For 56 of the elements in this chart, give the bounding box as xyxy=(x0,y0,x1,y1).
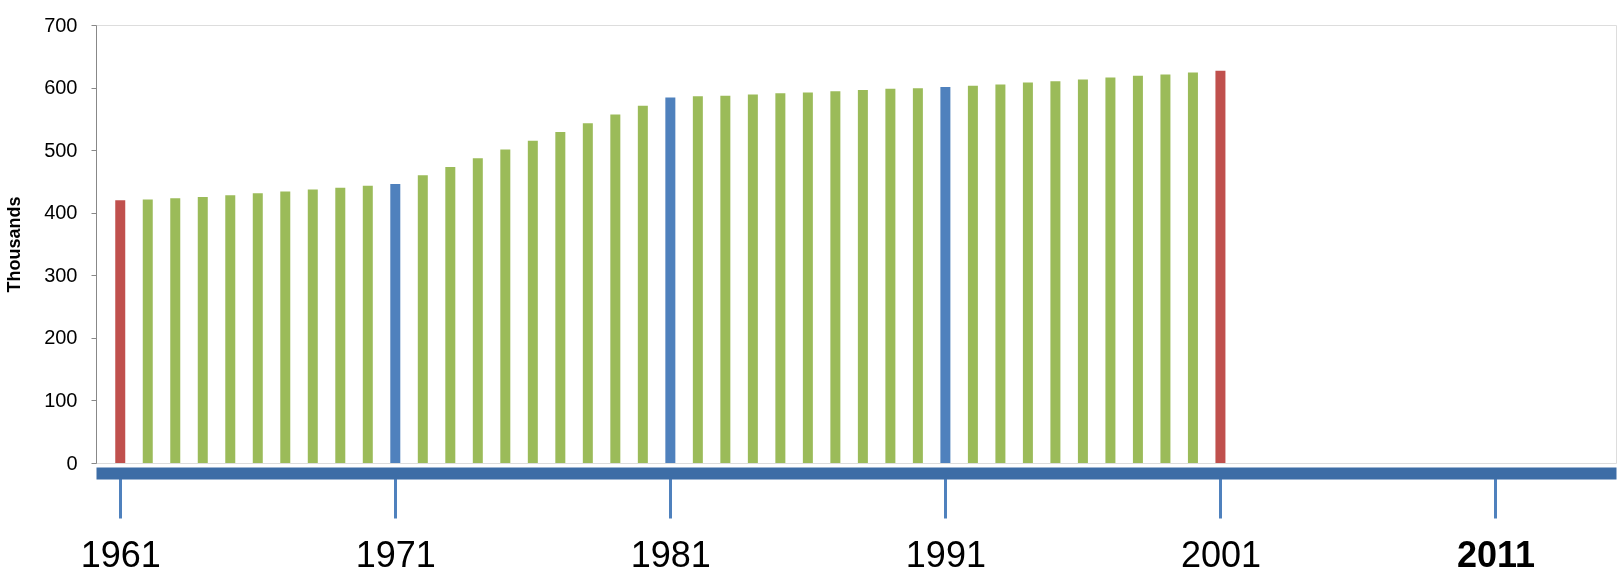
y-axis-title: Thousands xyxy=(4,196,25,293)
x-tick-label: 1991 xyxy=(905,533,986,575)
bar xyxy=(445,167,456,463)
bar xyxy=(857,90,868,463)
bar xyxy=(637,105,648,463)
bar xyxy=(747,94,758,463)
bar xyxy=(197,197,208,463)
bar xyxy=(665,97,676,463)
y-tick-label: 600 xyxy=(44,76,78,99)
bar xyxy=(582,123,593,463)
bar xyxy=(720,95,731,463)
bar xyxy=(335,187,346,463)
bar xyxy=(885,88,896,463)
x-tick-label: 2011 xyxy=(1456,533,1536,575)
y-tick-label: 500 xyxy=(44,138,78,161)
y-tick-label: 200 xyxy=(44,326,78,349)
bar xyxy=(280,191,291,463)
bar xyxy=(775,93,786,463)
bar xyxy=(142,199,153,463)
bar xyxy=(362,185,373,463)
bar xyxy=(830,91,841,463)
bar xyxy=(1022,82,1033,463)
y-tick-label: 0 xyxy=(66,451,78,474)
bar xyxy=(170,198,181,463)
bar xyxy=(1105,77,1116,463)
bar xyxy=(802,92,813,463)
bar xyxy=(1215,70,1226,463)
bar xyxy=(1160,74,1171,463)
bar xyxy=(610,114,621,463)
bar xyxy=(995,84,1006,463)
bar xyxy=(1077,79,1088,463)
bar xyxy=(390,183,401,463)
bar xyxy=(1050,81,1061,463)
x-tick-label: 1961 xyxy=(80,533,161,575)
x-tick-label: 2001 xyxy=(1180,533,1261,575)
bar xyxy=(307,189,318,463)
bar xyxy=(555,132,566,463)
y-tick-label: 400 xyxy=(44,201,78,224)
bar xyxy=(967,85,978,463)
bar xyxy=(912,88,923,463)
bar xyxy=(1187,72,1198,463)
bar xyxy=(225,195,236,463)
bar xyxy=(527,140,538,463)
bar xyxy=(417,175,428,463)
bar xyxy=(940,86,951,463)
bar xyxy=(115,200,126,463)
y-tick-label: 100 xyxy=(44,388,78,411)
bar xyxy=(252,193,263,463)
x-tick-label: 1971 xyxy=(355,533,436,575)
bar xyxy=(500,149,511,463)
bar xyxy=(692,96,703,463)
bar xyxy=(1132,75,1143,463)
bar xyxy=(472,158,483,463)
y-tick-label: 700 xyxy=(44,13,78,36)
y-tick-label: 300 xyxy=(44,263,78,286)
x-tick-label: 1981 xyxy=(630,533,711,575)
